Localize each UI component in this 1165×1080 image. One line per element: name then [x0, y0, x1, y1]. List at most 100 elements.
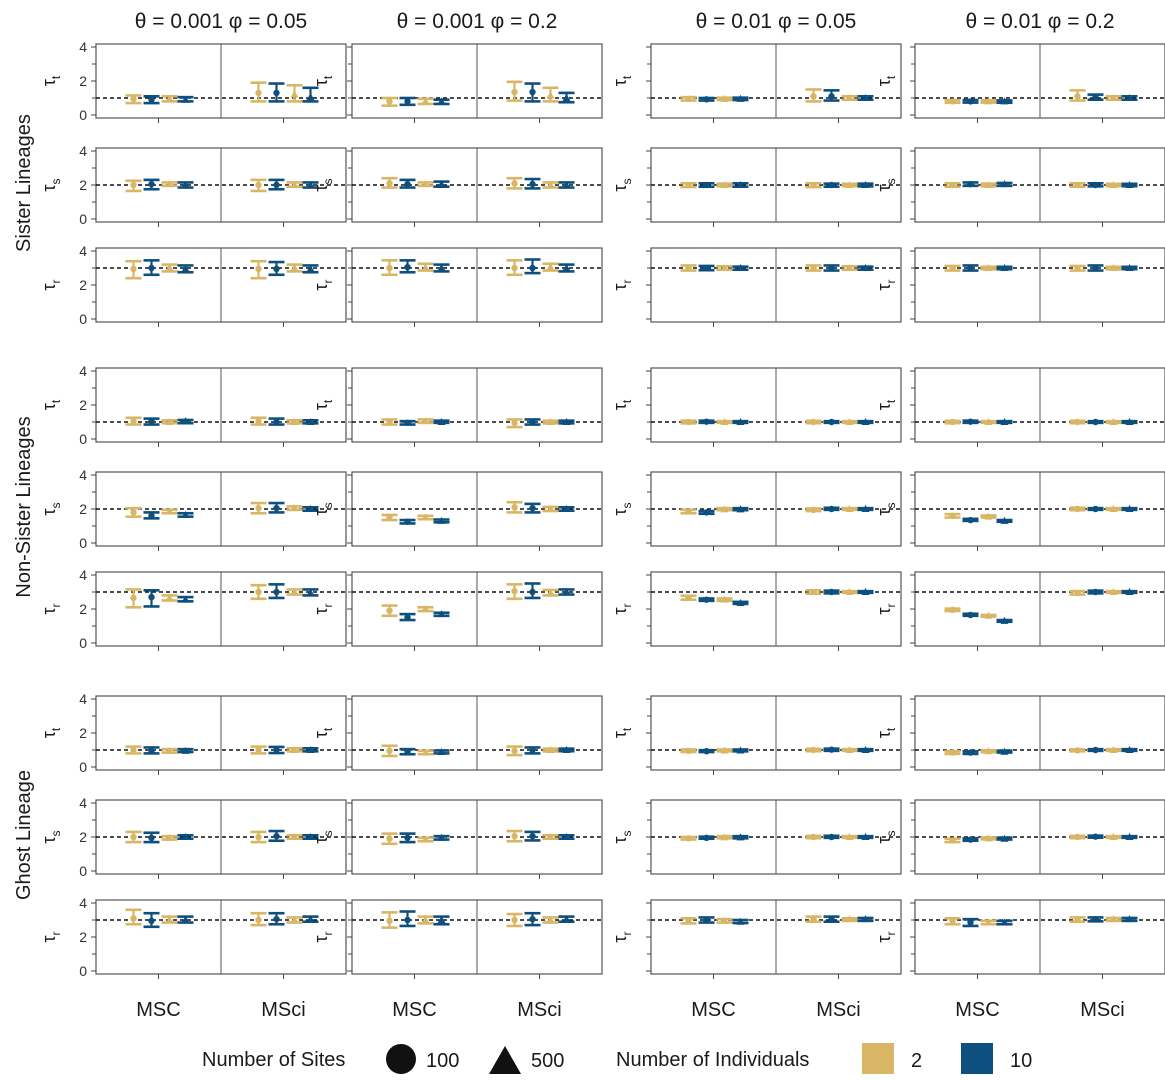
mean-point-circle — [404, 419, 411, 427]
mean-point-circle — [967, 919, 974, 926]
mean-point-triangle — [306, 505, 315, 512]
mean-point-circle — [273, 915, 280, 923]
mean-point-triangle — [720, 505, 729, 513]
y-tick-label: 0 — [79, 431, 87, 447]
mean-point-circle — [273, 265, 280, 273]
mean-point-circle — [130, 417, 137, 425]
mean-point-triangle — [562, 505, 571, 512]
y-tick-label: 2 — [79, 929, 87, 945]
mean-point-triangle — [1109, 264, 1118, 271]
mean-point-circle — [529, 504, 536, 512]
mean-point-triangle — [1000, 97, 1009, 105]
panel: τs — [874, 799, 1165, 879]
y-tick-label: 0 — [79, 635, 87, 651]
panel: τr — [874, 571, 1165, 651]
mean-point-circle — [828, 505, 835, 513]
mean-point-triangle — [165, 833, 174, 841]
parameter-label: τt — [39, 75, 63, 86]
parameter-symbol: τ — [610, 607, 630, 614]
mean-point-circle — [511, 419, 518, 427]
parameter-label: τr — [610, 931, 634, 942]
parameter-label: τt — [874, 727, 898, 738]
mean-point-triangle — [845, 746, 854, 753]
panel: τs — [874, 147, 1165, 227]
mean-point-circle — [828, 93, 835, 100]
mean-point-triangle — [1000, 516, 1009, 524]
parameter-label: τt — [874, 399, 898, 410]
mean-point-triangle — [181, 916, 190, 923]
mean-point-circle — [685, 835, 692, 842]
panel: τr — [311, 247, 603, 327]
mean-point-triangle — [1000, 418, 1009, 425]
mean-point-circle — [529, 746, 536, 754]
mean-point-circle — [685, 181, 692, 189]
mean-point-triangle — [984, 747, 993, 755]
parameter-symbol: τ — [311, 283, 331, 290]
mean-point-circle — [386, 747, 393, 755]
parameter-label: τt — [610, 727, 634, 738]
y-tick-label: 2 — [79, 277, 87, 293]
mean-point-triangle — [845, 181, 854, 188]
mean-point-triangle — [984, 418, 993, 425]
parameter-subscript: t — [321, 75, 335, 79]
mean-point-triangle — [720, 264, 729, 271]
column-title: θ = 0.001 φ = 0.05 — [135, 10, 307, 33]
mean-point-triangle — [437, 264, 446, 271]
mean-point-triangle — [845, 94, 854, 101]
parameter-symbol: τ — [610, 184, 630, 191]
mean-point-triangle — [181, 510, 190, 518]
mean-point-circle — [1074, 747, 1081, 754]
mean-point-triangle — [290, 90, 299, 98]
y-tick-label: 4 — [79, 363, 87, 379]
y-tick-label: 4 — [79, 39, 87, 55]
parameter-subscript: t — [49, 75, 63, 79]
parameter-label: τr — [39, 279, 63, 290]
y-tick-label: 4 — [79, 467, 87, 483]
mean-point-triangle — [720, 595, 729, 603]
parameter-symbol: τ — [610, 508, 630, 515]
mean-point-circle — [703, 264, 710, 272]
parameter-subscript: t — [884, 727, 898, 731]
mean-point-circle — [949, 98, 956, 105]
parameter-symbol: τ — [610, 935, 630, 942]
mean-point-triangle — [1125, 264, 1134, 271]
mean-point-triangle — [736, 264, 745, 271]
mean-point-triangle — [165, 916, 174, 923]
panel: τt — [874, 367, 1165, 447]
mean-point-circle — [967, 98, 974, 105]
mean-point-circle — [949, 418, 956, 426]
mean-point-triangle — [1109, 833, 1118, 840]
panel: τs — [874, 471, 1165, 551]
panel: τs — [610, 147, 902, 227]
mean-point-circle — [703, 916, 710, 924]
parameter-label: τr — [311, 279, 335, 290]
mean-point-triangle — [437, 516, 446, 524]
parameter-symbol: τ — [610, 731, 630, 738]
parameter-label: τs — [39, 178, 63, 191]
parameter-subscript: r — [620, 603, 634, 607]
mean-point-triangle — [306, 264, 315, 272]
mean-point-triangle — [165, 507, 174, 515]
mean-point-triangle — [1109, 746, 1118, 753]
mean-point-circle — [511, 916, 518, 924]
panel: τt — [311, 43, 603, 123]
parameter-label: τt — [610, 75, 634, 86]
panel: τt — [311, 695, 603, 775]
mean-point-triangle — [165, 418, 174, 425]
mean-point-triangle — [562, 833, 571, 840]
mean-point-circle — [130, 833, 137, 841]
mean-point-circle — [1074, 418, 1081, 426]
panel: τr — [311, 899, 603, 979]
parameter-label: τs — [874, 178, 898, 191]
mean-point-circle — [130, 95, 137, 103]
mean-point-circle — [130, 746, 137, 754]
mean-point-triangle — [546, 588, 555, 596]
mean-point-circle — [828, 418, 835, 426]
mean-point-circle — [685, 917, 692, 925]
mean-point-triangle — [861, 418, 870, 425]
mean-point-triangle — [546, 746, 555, 753]
mean-point-triangle — [306, 833, 315, 840]
mean-point-triangle — [546, 833, 555, 840]
